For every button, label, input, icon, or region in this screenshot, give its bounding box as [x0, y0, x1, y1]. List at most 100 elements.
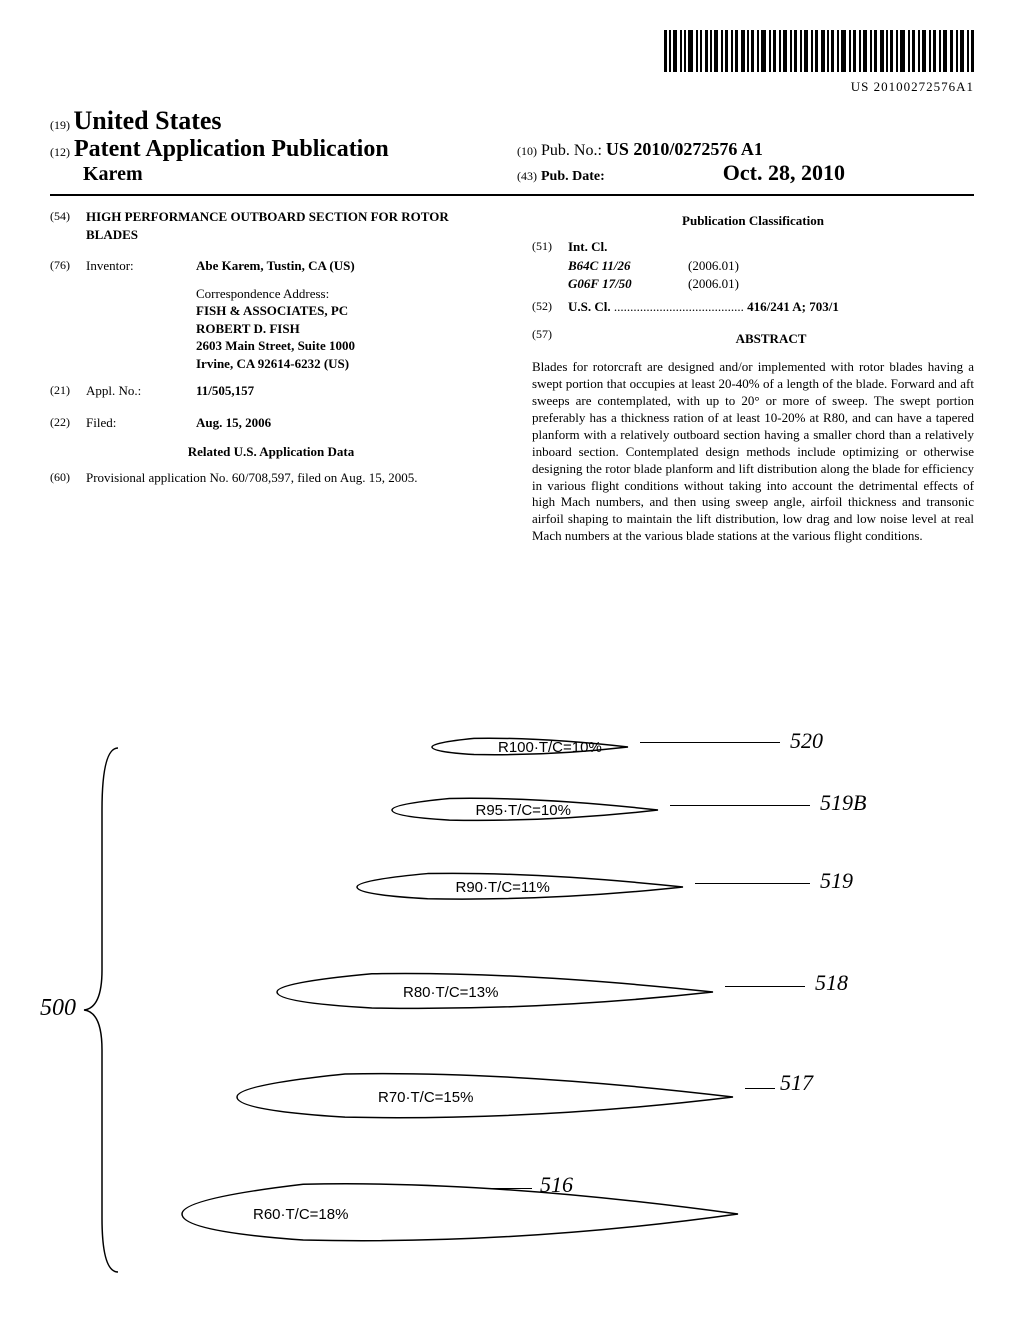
two-column-body: (54) HIGH PERFORMANCE OUTBOARD SECTION F… [50, 208, 974, 545]
corr-line-0: FISH & ASSOCIATES, PC [196, 302, 492, 320]
barcode-text: US 20100272576A1 [664, 79, 974, 95]
related-heading: Related U.S. Application Data [50, 443, 492, 461]
header-row: (19) United States (12) Patent Applicati… [50, 106, 974, 186]
pubno: US 2010/0272576 A1 [606, 139, 763, 159]
ref-num: 517 [780, 1070, 813, 1096]
title-num: (54) [50, 208, 86, 243]
barcode-svg [664, 30, 974, 72]
nation-num: (19) [50, 118, 70, 132]
filed-value: Aug. 15, 2006 [196, 414, 492, 432]
correspondence-block: Correspondence Address: FISH & ASSOCIATE… [196, 285, 492, 373]
title-row: (54) HIGH PERFORMANCE OUTBOARD SECTION F… [50, 208, 492, 243]
appl-no: 11/505,157 [196, 383, 254, 398]
right-column: Publication Classification (51) Int. Cl.… [532, 208, 974, 545]
inventor-name: Abe Karem, Tustin, CA (US) [196, 258, 355, 273]
ref-num: 519B [820, 790, 866, 816]
ref-num: 519 [820, 868, 853, 894]
pubno-num: (10) [517, 144, 537, 158]
provisional-num: (60) [50, 469, 86, 487]
intcl-year-0: (2006.01) [688, 257, 739, 275]
inventor-row: (76) Inventor: Abe Karem, Tustin, CA (US… [50, 257, 492, 275]
filed-label: Filed: [86, 414, 196, 432]
abstract-num: (57) [532, 326, 568, 356]
intcl-item-0: B64C 11/26 (2006.01) [568, 257, 974, 275]
brace-group: 500 [70, 740, 130, 1285]
uscl-num: (52) [532, 298, 568, 316]
appl-label: Appl. No.: [86, 382, 196, 400]
leader-line [670, 805, 810, 806]
filed-row: (22) Filed: Aug. 15, 2006 [50, 414, 492, 432]
pubno-label: Pub. No.: [541, 142, 602, 159]
pubno-line: (10) Pub. No.: US 2010/0272576 A1 [517, 139, 974, 160]
abstract-heading: ABSTRACT [568, 330, 974, 348]
leader-line [695, 883, 810, 884]
header-divider [50, 194, 974, 196]
figure-area: 500 R100·T/C=10%520R95·T/C=10%519BR90·T/… [60, 720, 960, 1280]
pubdate-line: (43) Pub. Date: Oct. 28, 2010 [517, 160, 974, 186]
appl-row: (21) Appl. No.: 11/505,157 [50, 382, 492, 400]
pub-type-num: (12) [50, 145, 70, 159]
leader-line [640, 742, 780, 743]
pub-type: Patent Application Publication [74, 136, 389, 162]
airfoil-label: R80·T/C=13% [403, 984, 498, 1001]
uscl-content: U.S. Cl. ...............................… [568, 298, 974, 316]
inventor-value: Abe Karem, Tustin, CA (US) [196, 257, 492, 275]
barcode-section: US 20100272576A1 [50, 30, 974, 96]
corr-label: Correspondence Address: [196, 285, 492, 303]
appl-value: 11/505,157 [196, 382, 492, 400]
airfoil-label: R90·T/C=11% [456, 879, 550, 896]
corr-line-1: ROBERT D. FISH [196, 320, 492, 338]
uscl-dots: ........................................ [614, 299, 747, 314]
pub-type-line: (12) Patent Application Publication [50, 136, 507, 163]
airfoil-row: R70·T/C=15% [235, 1070, 735, 1124]
intcl-label-text: Int. Cl. [568, 239, 607, 254]
airfoil-label: R60·T/C=18% [253, 1206, 348, 1223]
airfoil-row: R90·T/C=11% [355, 870, 685, 904]
provisional-row: (60) Provisional application No. 60/708,… [50, 469, 492, 487]
intcl-year-1: (2006.01) [688, 275, 739, 293]
leader-line [745, 1088, 775, 1089]
inventor-num: (76) [50, 257, 86, 275]
uscl-value: 416/241 A; 703/1 [747, 299, 839, 314]
nation: United States [74, 106, 222, 135]
airfoil-row: R60·T/C=18% [180, 1180, 740, 1248]
intcl-code-1: G06F 17/50 [568, 275, 688, 293]
ref-num: 516 [540, 1172, 573, 1198]
header-right: (10) Pub. No.: US 2010/0272576 A1 (43) P… [507, 139, 974, 186]
abstract-text: Blades for rotorcraft are designed and/o… [532, 359, 974, 545]
inventor-label: Inventor: [86, 257, 196, 275]
leader-line [725, 986, 805, 987]
provisional-text: Provisional application No. 60/708,597, … [86, 469, 492, 487]
airfoil-label: R100·T/C=10% [498, 739, 602, 756]
barcode: US 20100272576A1 [664, 30, 974, 95]
pubdate-num: (43) [517, 169, 537, 183]
appl-num: (21) [50, 382, 86, 400]
header-left: (19) United States (12) Patent Applicati… [50, 106, 507, 186]
corr-line-3: Irvine, CA 92614-6232 (US) [196, 355, 492, 373]
intcl-block: B64C 11/26 (2006.01) G06F 17/50 (2006.01… [568, 257, 974, 292]
author: Karem [50, 163, 507, 186]
uscl-label: U.S. Cl. [568, 299, 611, 314]
pub-class-heading: Publication Classification [532, 212, 974, 230]
pubdate-label: Pub. Date: [541, 169, 605, 184]
abstract-heading-row: (57) ABSTRACT [532, 326, 974, 356]
filed-date: Aug. 15, 2006 [196, 415, 271, 430]
airfoil-label: R70·T/C=15% [378, 1089, 473, 1106]
intcl-code-0: B64C 11/26 [568, 257, 688, 275]
ref-num: 518 [815, 970, 848, 996]
airfoil-icon [235, 1070, 735, 1124]
nation-line: (19) United States [50, 106, 507, 136]
intcl-item-1: G06F 17/50 (2006.01) [568, 275, 974, 293]
airfoil-label: R95·T/C=10% [476, 802, 571, 819]
intcl-num: (51) [532, 238, 568, 256]
patent-title: HIGH PERFORMANCE OUTBOARD SECTION FOR RO… [86, 208, 492, 243]
corr-line-2: 2603 Main Street, Suite 1000 [196, 337, 492, 355]
brace-icon [70, 740, 130, 1280]
ref-num: 520 [790, 728, 823, 754]
airfoil-row: R100·T/C=10% [430, 735, 630, 759]
left-column: (54) HIGH PERFORMANCE OUTBOARD SECTION F… [50, 208, 492, 545]
pubdate: Oct. 28, 2010 [723, 160, 845, 185]
intcl-label: Int. Cl. [568, 238, 974, 256]
airfoil-row: R95·T/C=10% [390, 795, 660, 825]
brace-ref-num: 500 [40, 995, 76, 1022]
